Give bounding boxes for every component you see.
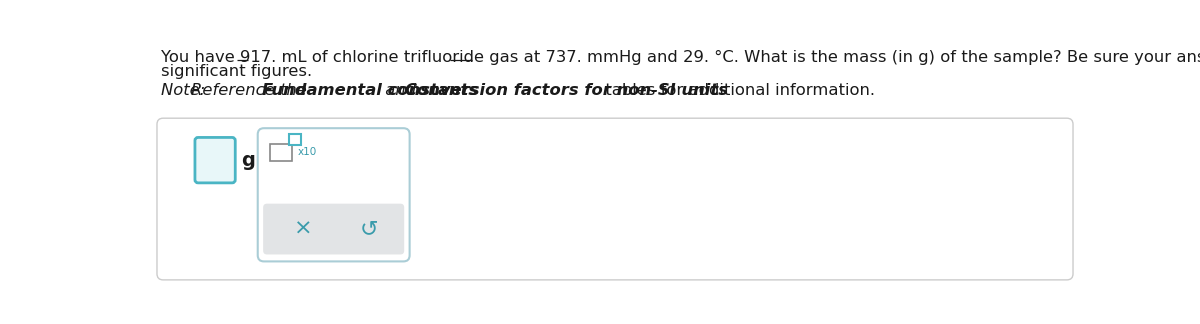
FancyBboxPatch shape xyxy=(157,118,1073,280)
Text: Note:: Note: xyxy=(161,83,210,98)
FancyBboxPatch shape xyxy=(259,131,412,264)
Text: Reference the: Reference the xyxy=(191,83,312,98)
FancyBboxPatch shape xyxy=(270,144,292,160)
Text: Conversion factors for non-SI units: Conversion factors for non-SI units xyxy=(404,83,728,98)
Text: and: and xyxy=(379,83,421,98)
Text: ×: × xyxy=(294,219,313,239)
Text: g: g xyxy=(241,151,254,170)
Text: Fundamental constants: Fundamental constants xyxy=(263,83,479,98)
Text: You have 917. mL of chlorine trifluoride gas at 737. mmHg and 29. °C. What is th: You have 917. mL of chlorine trifluoride… xyxy=(161,50,1200,65)
FancyBboxPatch shape xyxy=(258,128,409,261)
Text: significant figures.: significant figures. xyxy=(161,64,312,79)
Text: x10: x10 xyxy=(298,147,317,157)
FancyBboxPatch shape xyxy=(194,137,235,183)
Text: ↺: ↺ xyxy=(360,219,379,239)
FancyBboxPatch shape xyxy=(263,204,404,254)
Text: tables for additional information.: tables for additional information. xyxy=(600,83,875,98)
FancyBboxPatch shape xyxy=(289,134,301,145)
